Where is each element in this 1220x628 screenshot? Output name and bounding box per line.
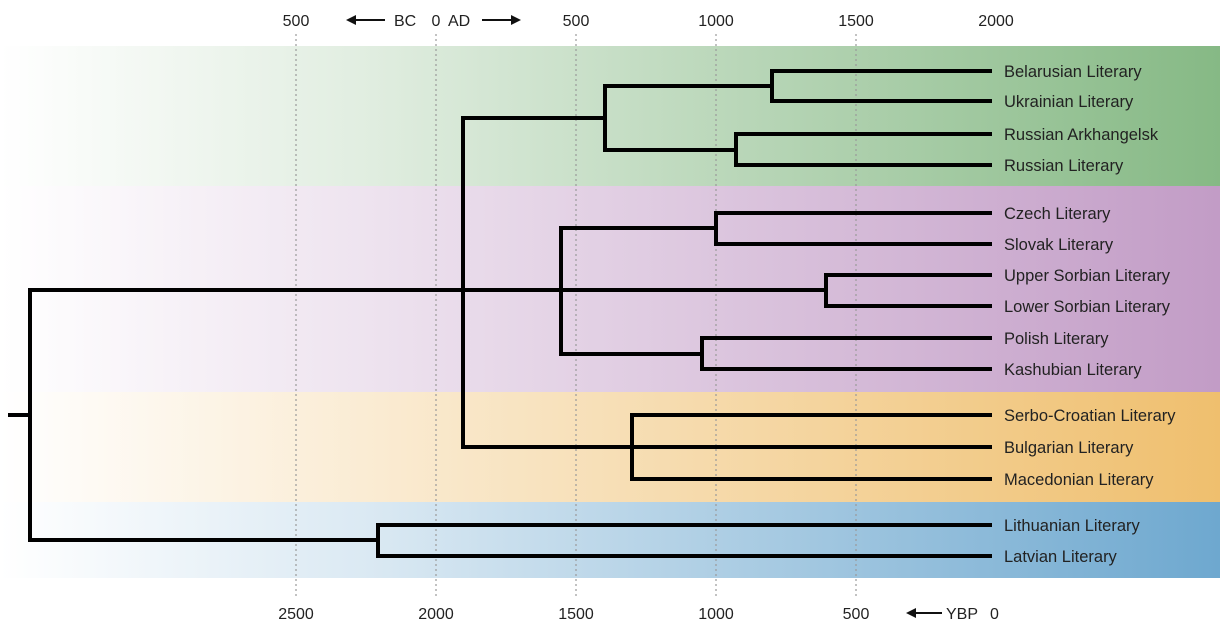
leaf-label-lower-sorbian: Lower Sorbian Literary	[1004, 298, 1171, 316]
bottom-axis: 2500 2000 1500 1000 500 YBP 0	[278, 606, 999, 623]
leaf-labels: Belarusian Literary Ukrainian Literary R…	[1004, 63, 1176, 566]
bottom-tick-2500: 2500	[278, 606, 314, 623]
top-tick-0: 0	[432, 13, 441, 30]
leaf-label-serbo-croatian: Serbo-Croatian Literary	[1004, 407, 1176, 425]
ybp-arrow-icon	[906, 608, 916, 618]
bc-arrow-icon	[346, 15, 356, 25]
bottom-tick-1500: 1500	[558, 606, 594, 623]
ybp-zero: 0	[990, 606, 999, 623]
leaf-label-russian-arkhangelsk: Russian Arkhangelsk	[1004, 126, 1159, 144]
bottom-tick-500: 500	[843, 606, 870, 623]
top-axis: 500 BC 0 AD 500 1000 1500 2000	[283, 13, 1014, 30]
top-tick-500ad: 500	[563, 13, 590, 30]
leaf-label-lithuanian: Lithuanian Literary	[1004, 517, 1141, 535]
leaf-label-upper-sorbian: Upper Sorbian Literary	[1004, 267, 1171, 285]
top-tick-2000ad: 2000	[978, 13, 1014, 30]
bottom-tick-2000: 2000	[418, 606, 454, 623]
leaf-label-polish: Polish Literary	[1004, 330, 1109, 348]
leaf-label-ukrainian: Ukrainian Literary	[1004, 93, 1134, 111]
leaf-label-kashubian: Kashubian Literary	[1004, 361, 1142, 379]
top-tick-1000ad: 1000	[698, 13, 734, 30]
top-tick-500bc: 500	[283, 13, 310, 30]
leaf-label-slovak: Slovak Literary	[1004, 236, 1114, 254]
leaf-label-russian: Russian Literary	[1004, 157, 1124, 175]
tree-branches	[8, 69, 992, 558]
leaf-label-macedonian: Macedonian Literary	[1004, 471, 1154, 489]
bc-label: BC	[394, 13, 416, 30]
leaf-label-czech: Czech Literary	[1004, 205, 1111, 223]
top-tick-1500ad: 1500	[838, 13, 874, 30]
ybp-label: YBP	[946, 606, 978, 623]
ad-arrow-icon	[511, 15, 521, 25]
leaf-label-latvian: Latvian Literary	[1004, 548, 1118, 566]
east-slavic-band	[0, 46, 1220, 186]
bottom-tick-1000: 1000	[698, 606, 734, 623]
leaf-label-bulgarian: Bulgarian Literary	[1004, 439, 1134, 457]
grid-lines	[295, 34, 857, 598]
ad-label: AD	[448, 13, 470, 30]
leaf-label-belarusian: Belarusian Literary	[1004, 63, 1142, 81]
